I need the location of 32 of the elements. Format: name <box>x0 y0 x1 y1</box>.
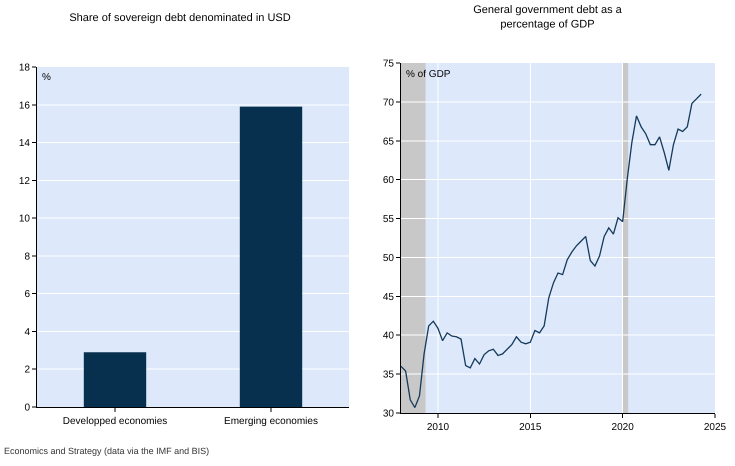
y-tick-label: 65 <box>382 136 394 148</box>
y-tick-label: 6 <box>24 289 30 300</box>
x-tick-label: 2010 <box>426 422 450 433</box>
y-tick-label: 60 <box>382 175 394 186</box>
y-tick-label: 12 <box>18 176 30 187</box>
y-tick-label: 18 <box>18 62 30 74</box>
y-tick-label: 10 <box>18 214 30 225</box>
y-tick-label: 70 <box>382 97 394 108</box>
y-tick-label: 16 <box>18 100 30 112</box>
y-tick-label: 75 <box>382 58 394 70</box>
y-tick-label: 40 <box>382 330 394 342</box>
y-axis-title: % of GDP <box>406 69 451 80</box>
x-tick-label: Developped economies <box>62 416 168 427</box>
y-tick-label: 0 <box>24 402 30 414</box>
y-tick-label: 35 <box>382 370 394 381</box>
y-tick-label: 50 <box>382 252 394 264</box>
y-tick-label: 45 <box>382 292 394 303</box>
y-tick-label: 14 <box>18 138 30 150</box>
x-tick-label: 2025 <box>704 422 727 433</box>
x-tick-label: 2015 <box>519 422 542 433</box>
y-axis-title: % <box>42 72 51 83</box>
line-series <box>401 93 702 408</box>
y-tick-label: 4 <box>24 326 30 338</box>
chart-title: General government debt as a percentage of GDP <box>473 4 623 30</box>
y-tick-label: 55 <box>382 214 394 226</box>
x-tick-label: 2020 <box>612 422 634 433</box>
y-tick-label: 30 <box>382 408 394 420</box>
y-tick-label: 2 <box>24 364 30 376</box>
chart-title: Share of sovereign debt denominated in USD <box>69 12 291 24</box>
x-tick-label: Emerging economies <box>224 416 318 427</box>
y-tick-label: 8 <box>24 251 30 262</box>
text: Economics and Strategy (data via the IMF and BIS) <box>4 446 210 456</box>
